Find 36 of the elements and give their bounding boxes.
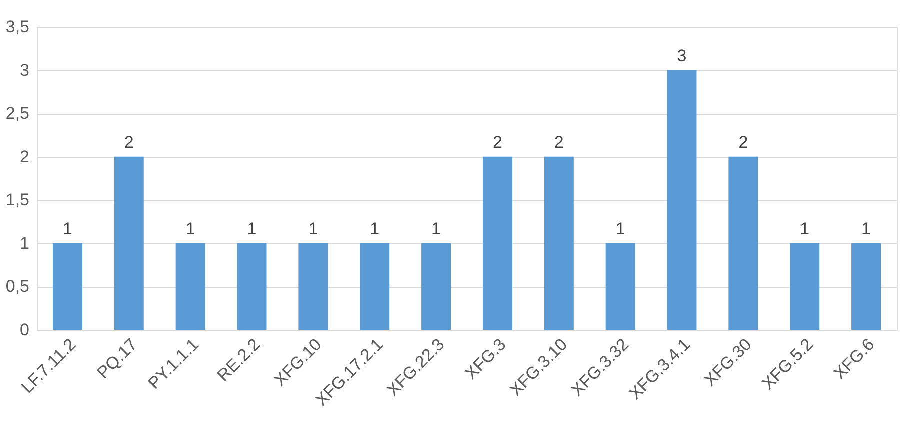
bar	[176, 243, 206, 330]
data-label: 1	[616, 219, 626, 238]
bar	[606, 243, 636, 330]
bar	[360, 243, 390, 330]
bar	[544, 156, 574, 330]
data-label: 3	[677, 46, 687, 66]
bar	[852, 243, 882, 330]
bar	[52, 243, 82, 330]
y-tick-label: 2,5	[6, 104, 30, 124]
data-label: 1	[62, 219, 72, 238]
bar	[728, 156, 758, 330]
y-tick-label: 0	[20, 320, 30, 340]
data-label: 1	[308, 219, 318, 238]
data-label: 1	[370, 219, 380, 238]
y-tick-label: 1,5	[6, 190, 30, 210]
bar	[422, 243, 452, 330]
data-label: 2	[492, 132, 502, 152]
data-label: 1	[247, 219, 257, 238]
data-label: 2	[738, 132, 748, 152]
bar	[667, 70, 697, 330]
bar	[482, 156, 512, 330]
bar	[237, 243, 267, 330]
y-tick-label: 2	[20, 147, 30, 166]
bar	[298, 243, 328, 330]
y-tick-label: 3,5	[6, 18, 30, 36]
data-label: 1	[186, 219, 196, 238]
y-tick-label: 1	[20, 234, 30, 253]
data-label: 2	[554, 132, 564, 152]
y-tick-label: 0,5	[6, 277, 30, 296]
data-label: 2	[124, 132, 134, 152]
bar	[790, 243, 820, 330]
data-label: 1	[432, 219, 442, 238]
data-label: 1	[862, 219, 872, 238]
data-label: 1	[800, 219, 810, 238]
y-tick-label: 3	[20, 60, 30, 80]
bar	[114, 156, 144, 330]
